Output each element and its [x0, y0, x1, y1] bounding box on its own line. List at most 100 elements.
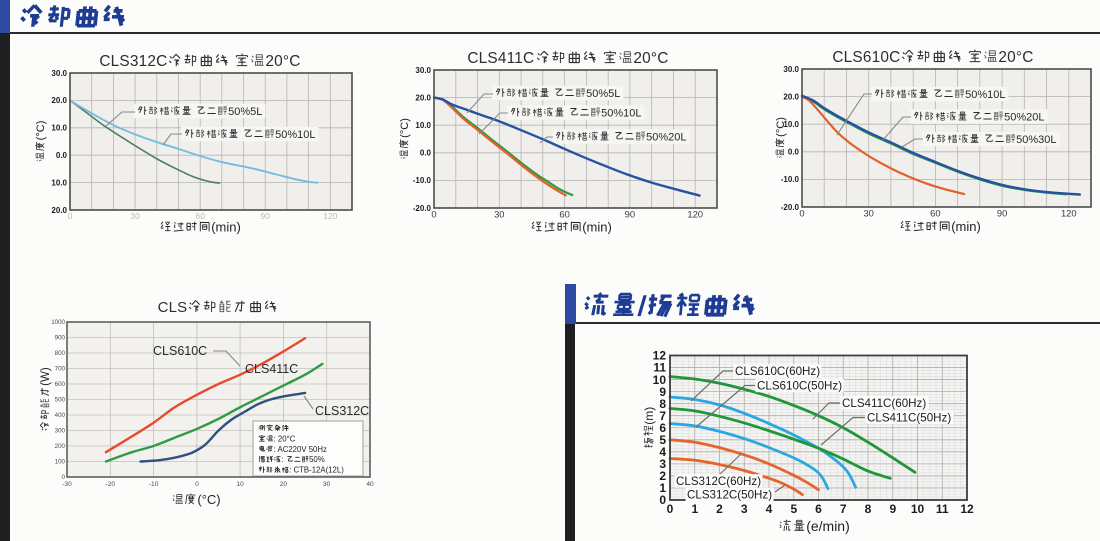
svg-text:0: 0: [68, 211, 73, 221]
svg-text:20°C: 20°C: [998, 49, 1033, 66]
svg-text:20.0: 20.0: [783, 92, 799, 101]
svg-text:-30: -30: [62, 481, 72, 488]
svg-text:CLS610C: CLS610C: [153, 344, 207, 358]
svg-text:(°C): (°C): [399, 118, 411, 138]
svg-text:90: 90: [625, 209, 635, 220]
svg-text:9: 9: [889, 502, 896, 516]
svg-text:7: 7: [659, 409, 666, 423]
svg-text:0: 0: [667, 502, 674, 516]
svg-text:120: 120: [1061, 208, 1077, 219]
svg-text:-20.0: -20.0: [781, 203, 800, 212]
svg-text:120: 120: [687, 209, 703, 220]
svg-text:30: 30: [494, 209, 504, 220]
svg-text:CLS: CLS: [158, 299, 188, 316]
svg-text:50%5L: 50%5L: [228, 106, 262, 118]
svg-text:1: 1: [691, 502, 698, 516]
svg-text:0: 0: [195, 481, 199, 488]
svg-text:10.0: 10.0: [51, 124, 67, 133]
svg-text:CLS411C: CLS411C: [245, 362, 298, 376]
svg-text:50%20L: 50%20L: [1004, 111, 1044, 123]
svg-text:12: 12: [960, 502, 974, 516]
svg-text:10.0: 10.0: [415, 121, 431, 130]
svg-text:2: 2: [659, 469, 666, 483]
svg-text:(min): (min): [582, 220, 612, 235]
svg-text:CLS312C(60Hz): CLS312C(60Hz): [676, 475, 761, 488]
svg-text:-20: -20: [106, 481, 116, 488]
svg-text:1: 1: [659, 481, 666, 495]
svg-text:4: 4: [766, 502, 773, 516]
svg-text:0: 0: [659, 493, 666, 507]
svg-text:20°C: 20°C: [633, 50, 668, 67]
svg-text::: :: [281, 455, 283, 464]
svg-text:90: 90: [997, 208, 1007, 219]
svg-text:2: 2: [716, 502, 723, 516]
svg-text:30: 30: [130, 211, 140, 221]
svg-text:20.0: 20.0: [51, 206, 67, 215]
svg-text:120: 120: [323, 211, 337, 221]
svg-text:(min): (min): [951, 219, 981, 234]
svg-text:6: 6: [815, 502, 822, 516]
svg-text:1000: 1000: [51, 319, 65, 326]
svg-text:(W): (W): [40, 367, 52, 386]
svg-text:3: 3: [659, 457, 666, 471]
svg-text:CLS312C: CLS312C: [315, 404, 369, 418]
svg-text:CLS312C: CLS312C: [99, 53, 167, 70]
svg-text:CLS610C: CLS610C: [832, 49, 900, 66]
svg-text:6: 6: [659, 421, 666, 435]
svg-text:0.0: 0.0: [788, 148, 800, 157]
svg-text:3: 3: [741, 502, 748, 516]
svg-text:10: 10: [653, 373, 667, 387]
svg-text:CLS411C(50Hz): CLS411C(50Hz): [867, 412, 951, 425]
svg-text:30.0: 30.0: [783, 65, 799, 74]
svg-text:20°C: 20°C: [265, 53, 300, 70]
svg-text:(°C): (°C): [775, 117, 787, 137]
svg-text:200: 200: [55, 443, 66, 450]
svg-text:50%5L: 50%5L: [586, 88, 620, 100]
svg-text:60: 60: [559, 209, 569, 220]
svg-text:50%20L: 50%20L: [646, 131, 686, 143]
svg-text:9: 9: [659, 385, 666, 399]
svg-text:0.0: 0.0: [420, 149, 432, 158]
svg-text:20.0: 20.0: [51, 96, 67, 105]
svg-text:30.0: 30.0: [415, 66, 431, 75]
svg-text:: CTB-12A(12L): : CTB-12A(12L): [289, 466, 344, 475]
svg-text:-20.0: -20.0: [413, 204, 432, 213]
svg-text:(min): (min): [211, 220, 241, 235]
svg-text:30: 30: [863, 208, 873, 219]
svg-text:7: 7: [840, 502, 847, 516]
svg-text:/: /: [637, 291, 648, 322]
svg-text:900: 900: [55, 335, 66, 342]
svg-text:CLS610C(60Hz): CLS610C(60Hz): [735, 365, 820, 378]
svg-text:700: 700: [55, 366, 66, 373]
svg-text:10: 10: [236, 481, 244, 488]
svg-text:: 20°C: : 20°C: [274, 434, 296, 443]
svg-text:50%30L: 50%30L: [1016, 134, 1056, 146]
svg-text:20: 20: [280, 481, 288, 488]
svg-text:40: 40: [366, 481, 374, 488]
svg-text:0: 0: [62, 474, 66, 481]
svg-text:-10.0: -10.0: [413, 176, 432, 185]
svg-text:300: 300: [55, 428, 66, 435]
svg-text:8: 8: [865, 502, 872, 516]
svg-text:10: 10: [911, 502, 925, 516]
svg-text:(°C): (°C): [197, 492, 220, 507]
svg-text:5: 5: [790, 502, 797, 516]
svg-text:50%10L: 50%10L: [275, 129, 315, 141]
svg-text:50%10L: 50%10L: [965, 89, 1005, 101]
svg-text:0.0: 0.0: [56, 151, 68, 160]
svg-text:(e/min): (e/min): [806, 518, 850, 534]
svg-text:50%10L: 50%10L: [601, 107, 641, 119]
svg-text:(°C): (°C): [35, 121, 47, 141]
svg-text:12: 12: [653, 349, 667, 363]
svg-text:0: 0: [799, 208, 804, 219]
svg-text:90: 90: [261, 211, 271, 221]
svg-text:60: 60: [196, 211, 206, 221]
svg-text:400: 400: [55, 412, 66, 419]
svg-text:60: 60: [930, 208, 940, 219]
svg-text:CLS411C(60Hz): CLS411C(60Hz): [842, 397, 926, 410]
svg-text:10.0: 10.0: [783, 120, 799, 129]
svg-text:800: 800: [55, 350, 66, 357]
svg-text:-10: -10: [149, 481, 159, 488]
svg-text:100: 100: [55, 459, 66, 466]
svg-text:-10.0: -10.0: [781, 175, 800, 184]
